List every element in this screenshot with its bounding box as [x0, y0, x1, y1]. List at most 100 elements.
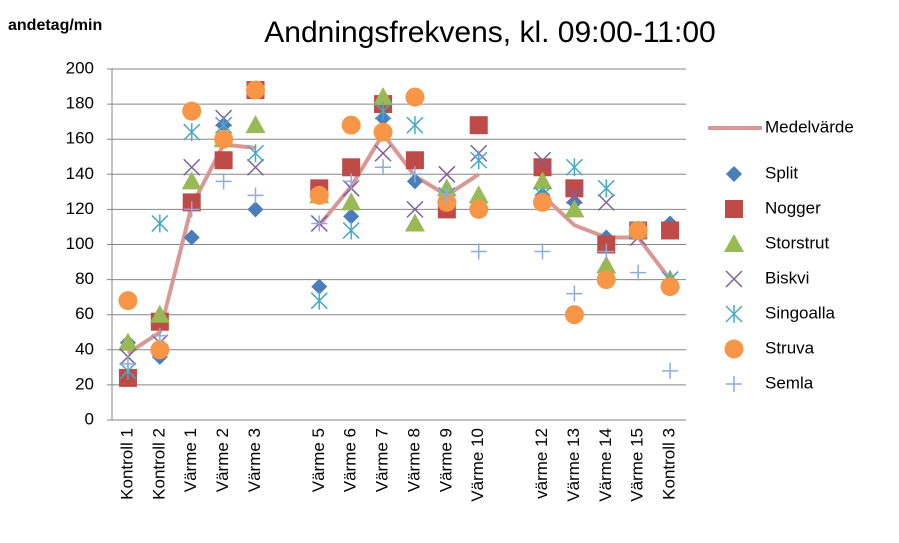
- marker-circle: [246, 80, 265, 100]
- marker-circle: [118, 291, 138, 311]
- marker-plus: [726, 376, 742, 392]
- legend-label: Struva: [765, 338, 815, 357]
- marker-triangle: [404, 213, 425, 232]
- marker-star: [565, 158, 583, 177]
- marker-x: [725, 270, 743, 288]
- marker-triangle: [245, 115, 266, 134]
- marker-square: [533, 158, 552, 177]
- marker-x: [246, 158, 265, 176]
- marker-circle: [214, 129, 234, 149]
- marker-star: [342, 221, 360, 240]
- marker-circle: [596, 270, 616, 290]
- marker-triangle: [149, 304, 170, 323]
- marker-square: [405, 151, 424, 170]
- marker-x: [374, 144, 392, 162]
- marker-x: [438, 165, 456, 183]
- marker-plus: [598, 243, 615, 260]
- y-tick-label: 20: [75, 374, 94, 393]
- marker-circle: [405, 87, 425, 107]
- x-tick-label: Kontroll 2: [149, 428, 168, 500]
- x-tick-label: Värme 7: [373, 428, 392, 492]
- x-tick-label: Värme 1: [181, 428, 200, 492]
- marker-x: [533, 151, 552, 169]
- marker-square: [661, 221, 680, 240]
- marker-plus: [119, 355, 136, 372]
- legend-label: Nogger: [765, 198, 821, 217]
- x-tick-label: Värme 9: [436, 428, 455, 492]
- y-tick-label: 100: [66, 234, 94, 253]
- marker-triangle: [724, 234, 744, 252]
- marker-square: [725, 200, 743, 218]
- mean-line: [126, 131, 672, 355]
- legend-label: Biskvi: [765, 268, 809, 287]
- x-tick-label: Värme 5: [309, 428, 328, 492]
- marker-x: [183, 158, 201, 176]
- marker-star: [151, 214, 169, 233]
- marker-circle: [533, 192, 552, 212]
- marker-triangle: [117, 332, 138, 351]
- x-tick-label: Värme 15: [628, 428, 647, 502]
- y-axis-label: andetag/min: [8, 17, 102, 34]
- marker-plus: [151, 327, 168, 344]
- x-tick-label: Värme 8: [404, 428, 423, 492]
- y-tick-label: 0: [85, 409, 94, 428]
- marker-x: [597, 193, 615, 211]
- marker-circle: [341, 115, 361, 135]
- marker-diamond: [311, 278, 328, 295]
- marker-triangle: [468, 185, 489, 204]
- y-tick-label: 80: [75, 269, 94, 288]
- marker-plus: [438, 187, 455, 204]
- marker-circle: [373, 122, 393, 142]
- legend-label: Singoalla: [765, 303, 835, 322]
- legend-label: Semla: [765, 373, 814, 392]
- marker-triangle: [341, 192, 362, 211]
- x-tick-label: Kontroll 3: [660, 428, 679, 500]
- x-tick-label: Värme 13: [564, 428, 583, 502]
- marker-plus: [470, 243, 487, 260]
- marker-plus: [630, 264, 647, 281]
- marker-star: [725, 305, 743, 323]
- marker-circle: [660, 277, 680, 297]
- marker-square: [565, 179, 584, 198]
- marker-x: [406, 200, 424, 218]
- marker-plus: [534, 243, 551, 260]
- marker-star: [374, 102, 392, 121]
- marker-star: [406, 116, 424, 135]
- marker-square: [214, 151, 233, 170]
- marker-diamond: [726, 166, 742, 182]
- marker-circle: [182, 101, 202, 121]
- x-tick-label: Värme 2: [213, 428, 232, 492]
- y-tick-label: 200: [66, 58, 94, 77]
- marker-star: [597, 179, 615, 198]
- marker-diamond: [247, 201, 264, 218]
- marker-plus: [406, 166, 423, 183]
- marker-circle: [469, 199, 489, 219]
- y-tick-label: 40: [75, 339, 94, 358]
- marker-triangle: [596, 255, 617, 274]
- x-tick-label: värme 12: [532, 428, 551, 499]
- marker-star: [470, 151, 488, 170]
- marker-plus: [375, 159, 392, 176]
- x-tick-label: Kontroll 1: [117, 428, 136, 500]
- marker-star: [246, 144, 265, 163]
- marker-plus: [183, 201, 200, 218]
- legend-label: Medelvärde: [765, 117, 854, 136]
- x-tick-label: Värme 10: [468, 428, 487, 502]
- marker-star: [310, 291, 328, 310]
- x-tick-label: Värme 6: [341, 428, 360, 492]
- marker-triangle: [532, 171, 553, 190]
- y-tick-label: 160: [66, 129, 94, 148]
- marker-plus: [662, 362, 679, 379]
- y-tick-label: 180: [66, 94, 94, 113]
- marker-plus: [215, 173, 232, 190]
- marker-plus: [566, 285, 583, 302]
- marker-square: [342, 158, 361, 177]
- marker-star: [183, 123, 201, 142]
- marker-plus: [343, 173, 360, 190]
- marker-x: [565, 186, 583, 204]
- marker-triangle: [564, 199, 585, 218]
- y-tick-label: 120: [66, 199, 94, 218]
- y-tick-label: 60: [75, 304, 94, 323]
- y-tick-label: 140: [66, 164, 94, 183]
- marker-plus: [311, 215, 328, 232]
